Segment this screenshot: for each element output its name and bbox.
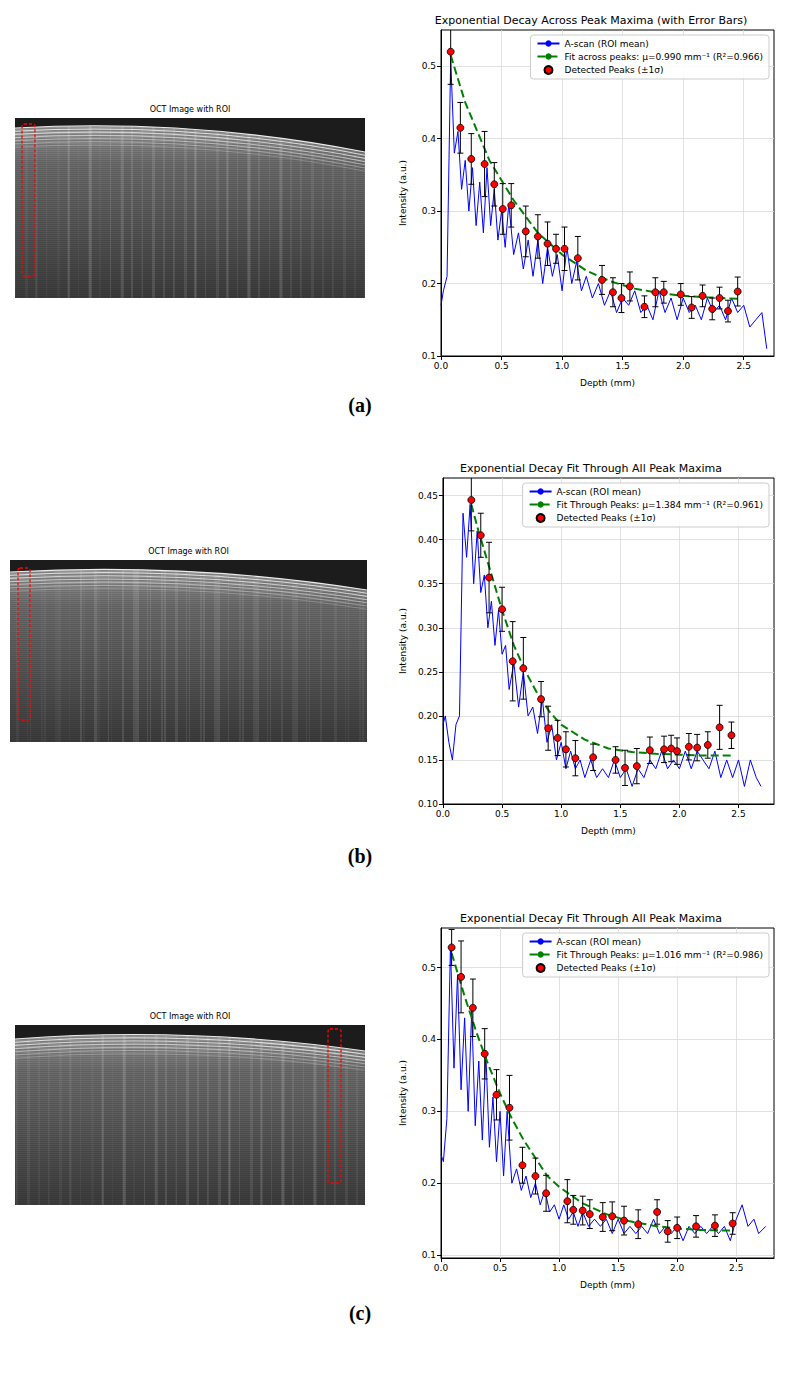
svg-text:0.0: 0.0 [434, 361, 449, 371]
svg-text:Depth (mm): Depth (mm) [580, 1280, 635, 1290]
svg-text:Exponential Decay Fit Through: Exponential Decay Fit Through All Peak M… [460, 912, 722, 925]
svg-text:0.30: 0.30 [418, 623, 438, 633]
svg-text:Detected Peaks (±1σ): Detected Peaks (±1σ) [557, 513, 656, 523]
svg-text:1.5: 1.5 [615, 361, 629, 371]
svg-text:0.3: 0.3 [422, 1106, 436, 1116]
html-text:OCT Image with ROI: OCT Image with ROI [149, 1012, 231, 1021]
svg-text:0.4: 0.4 [422, 1034, 437, 1044]
svg-text:0.10: 0.10 [418, 799, 438, 809]
html-text:(a): (a) [348, 394, 372, 416]
svg-text:0.0: 0.0 [436, 809, 451, 819]
svg-text:0.35: 0.35 [418, 579, 438, 589]
svg-text:A-scan (ROI mean): A-scan (ROI mean) [564, 39, 648, 49]
html-text:OCT Image with ROI: OCT Image with ROI [148, 547, 229, 556]
svg-text:Intensity (a.u.): Intensity (a.u.) [398, 160, 408, 226]
svg-text:1.5: 1.5 [611, 1263, 625, 1273]
html-text:(b): (b) [347, 845, 373, 867]
svg-text:Fit across peaks: μ=0.990 mm⁻¹: Fit across peaks: μ=0.990 mm⁻¹ (R²=0.966… [564, 52, 763, 62]
svg-text:1.0: 1.0 [552, 1263, 567, 1273]
svg-text:0.20: 0.20 [418, 711, 438, 721]
svg-text:A-scan (ROI mean): A-scan (ROI mean) [557, 487, 641, 497]
svg-text:1.0: 1.0 [555, 361, 570, 371]
svg-text:1.5: 1.5 [613, 809, 627, 819]
svg-text:0.3: 0.3 [422, 206, 436, 216]
svg-text:Depth (mm): Depth (mm) [580, 378, 635, 388]
svg-text:2.5: 2.5 [731, 809, 745, 819]
svg-text:0.1: 0.1 [422, 351, 436, 361]
svg-text:Intensity (a.u.): Intensity (a.u.) [398, 1060, 408, 1126]
svg-text:0.5: 0.5 [495, 809, 509, 819]
svg-text:2.5: 2.5 [729, 1263, 743, 1273]
svg-text:0.5: 0.5 [422, 61, 436, 71]
svg-text:0.5: 0.5 [493, 1263, 507, 1273]
svg-text:Detected Peaks (±1σ): Detected Peaks (±1σ) [557, 963, 656, 973]
svg-text:0.15: 0.15 [418, 755, 438, 765]
svg-text:0.25: 0.25 [418, 667, 438, 677]
svg-text:A-scan (ROI mean): A-scan (ROI mean) [557, 937, 641, 947]
svg-text:0.4: 0.4 [422, 134, 437, 144]
svg-text:0.45: 0.45 [418, 491, 438, 501]
html-text:OCT Image with ROI: OCT Image with ROI [149, 105, 231, 114]
svg-text:0.2: 0.2 [422, 1178, 436, 1188]
svg-text:Fit Through Peaks: μ=1.016 mm⁻: Fit Through Peaks: μ=1.016 mm⁻¹ (R²=0.98… [557, 950, 763, 960]
html-text:(c): (c) [348, 1302, 372, 1324]
svg-text:0.5: 0.5 [422, 963, 436, 973]
svg-text:2.0: 2.0 [672, 809, 687, 819]
svg-text:Fit Through Peaks: μ=1.384 mm⁻: Fit Through Peaks: μ=1.384 mm⁻¹ (R²=0.96… [557, 500, 763, 510]
svg-text:0.5: 0.5 [494, 361, 508, 371]
svg-text:0.40: 0.40 [418, 535, 438, 545]
svg-text:2.0: 2.0 [676, 361, 691, 371]
svg-text:Exponential Decay Fit Through: Exponential Decay Fit Through All Peak M… [460, 462, 722, 475]
svg-text:0.0: 0.0 [434, 1263, 449, 1273]
svg-text:Depth (mm): Depth (mm) [581, 826, 636, 836]
svg-text:Intensity (a.u.): Intensity (a.u.) [398, 608, 408, 674]
svg-text:1.0: 1.0 [554, 809, 569, 819]
svg-text:Detected Peaks (±1σ): Detected Peaks (±1σ) [564, 65, 663, 75]
svg-text:0.1: 0.1 [422, 1250, 436, 1260]
svg-text:0.2: 0.2 [422, 279, 436, 289]
svg-text:2.5: 2.5 [737, 361, 751, 371]
svg-text:Exponential Decay Across Peak: Exponential Decay Across Peak Maxima (wi… [435, 14, 748, 27]
svg-text:2.0: 2.0 [670, 1263, 685, 1273]
